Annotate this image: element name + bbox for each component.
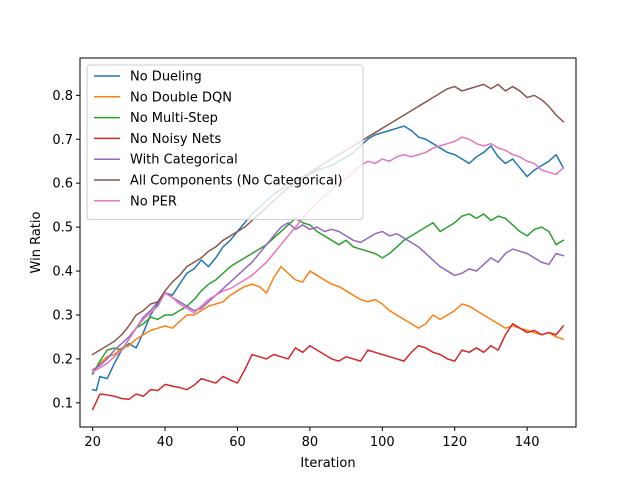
legend: No Dueling No Double DQN No Multi-Step No N… [86, 64, 364, 221]
series-line-3 [91, 323, 565, 411]
x-tick-label: 120 [442, 435, 467, 450]
legend-label: No Noisy Nets [130, 132, 222, 147]
y-axis-label: Win Ratio [29, 211, 44, 273]
x-axis-ticks: 20 40 60 80 100 120 140 [84, 427, 540, 450]
legend-label: No Multi-Step [130, 111, 218, 126]
x-tick-label: 20 [84, 435, 101, 450]
legend-label: With Categorical [130, 153, 238, 168]
legend-label: No PER [130, 194, 177, 209]
legend-label: All Components (No Categorical) [130, 174, 343, 189]
y-tick-label: 0.7 [52, 133, 73, 148]
y-tick-label: 0.4 [52, 265, 73, 280]
legend-label: No Double DQN [130, 90, 232, 105]
x-tick-label: 140 [515, 435, 540, 450]
y-tick-label: 0.6 [52, 177, 73, 192]
plot-frame [79, 57, 577, 428]
x-tick-label: 80 [302, 435, 319, 450]
series-line-1 [91, 265, 565, 375]
y-tick-label: 0.2 [52, 352, 73, 367]
legend-label: No Dueling [130, 70, 202, 85]
legend-box [86, 64, 364, 221]
y-tick-label: 0.1 [52, 396, 73, 411]
x-tick-label: 60 [229, 435, 246, 450]
y-axis-ticks: 0.1 0.2 0.3 0.4 0.5 0.6 0.7 0.8 [52, 89, 80, 411]
series-line-2 [91, 213, 565, 376]
y-tick-label: 0.5 [52, 221, 73, 236]
x-axis-label: Iteration [300, 456, 355, 471]
y-tick-label: 0.3 [52, 308, 73, 323]
x-tick-label: 40 [157, 435, 174, 450]
y-tick-label: 0.8 [52, 89, 73, 104]
x-tick-label: 100 [370, 435, 395, 450]
